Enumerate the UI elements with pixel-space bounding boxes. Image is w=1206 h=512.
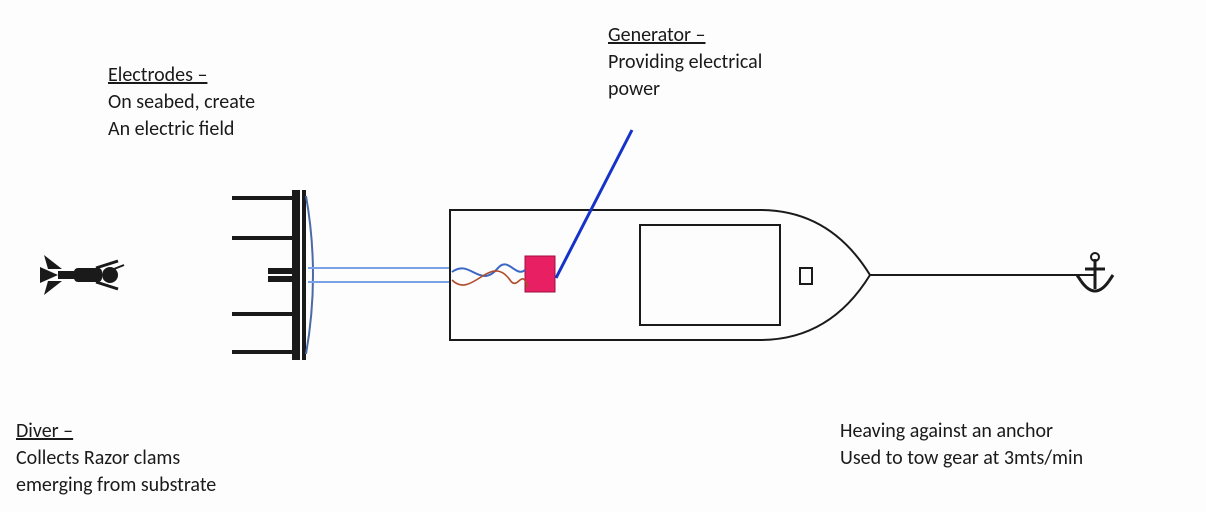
- diver-icon: [40, 255, 124, 295]
- electrodes-heading: Electrodes –: [108, 63, 207, 87]
- generator-box: [525, 256, 555, 292]
- generator-line2: power: [608, 77, 660, 101]
- boat-cabin: [640, 225, 780, 325]
- generator-heading: Generator –: [608, 23, 706, 47]
- anchor-label: Heaving against an anchor Used to tow ge…: [840, 418, 1083, 472]
- electrodes-line2: An electric field: [108, 117, 234, 141]
- electrode-cables: [308, 268, 450, 282]
- generator-line1: Providing electrical: [608, 50, 762, 74]
- boat-outline: [450, 210, 870, 340]
- diver-heading: Diver –: [16, 419, 73, 443]
- diver-line2: emerging from substrate: [16, 473, 216, 497]
- electrode-rig: [232, 190, 313, 360]
- diver-label: Diver – Collects Razor clams emerging fr…: [16, 418, 216, 499]
- generator-lead-line: [556, 130, 632, 278]
- electrodes-label: Electrodes – On seabed, create An electr…: [108, 62, 255, 143]
- diver-line1: Collects Razor clams: [16, 446, 180, 470]
- anchor-icon: [1077, 253, 1113, 291]
- boat-hatch: [800, 268, 812, 284]
- anchor-line1: Heaving against an anchor: [840, 419, 1053, 443]
- electrodes-line1: On seabed, create: [108, 90, 255, 114]
- generator-label: Generator – Providing electrical power: [608, 22, 762, 103]
- generator-wire-brown: [452, 271, 528, 288]
- generator-wire-blue: [452, 264, 525, 276]
- anchor-line2: Used to tow gear at 3mts/min: [840, 446, 1083, 470]
